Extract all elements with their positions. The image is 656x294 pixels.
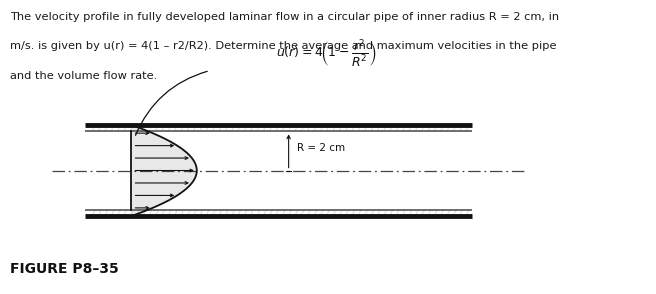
Polygon shape	[131, 125, 197, 216]
Text: The velocity profile in fully developed laminar flow in a circular pipe of inner: The velocity profile in fully developed …	[10, 12, 560, 22]
Text: m/s. is given by u(r) = 4(1 – r2/R2). Determine the average and maximum velociti: m/s. is given by u(r) = 4(1 – r2/R2). De…	[10, 41, 557, 51]
Text: R = 2 cm: R = 2 cm	[297, 143, 344, 153]
Text: $u(r) = 4\!\left(1 - \dfrac{r^2}{R^2}\right)$: $u(r) = 4\!\left(1 - \dfrac{r^2}{R^2}\ri…	[276, 37, 376, 69]
Text: FIGURE P8–35: FIGURE P8–35	[10, 262, 119, 276]
Text: and the volume flow rate.: and the volume flow rate.	[10, 71, 157, 81]
